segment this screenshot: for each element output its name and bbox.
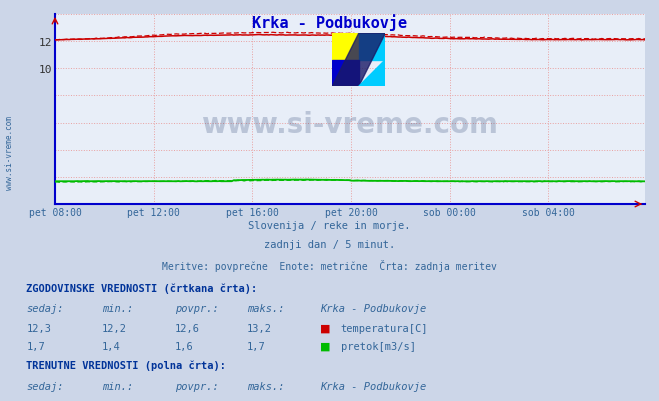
Text: 12,2: 12,2 xyxy=(102,323,127,333)
Text: zadnji dan / 5 minut.: zadnji dan / 5 minut. xyxy=(264,240,395,250)
Bar xyxy=(359,34,386,61)
Text: 12,3: 12,3 xyxy=(26,323,51,333)
Text: 1,6: 1,6 xyxy=(175,341,193,351)
Text: min.:: min.: xyxy=(102,304,133,314)
Text: povpr.:: povpr.: xyxy=(175,304,218,314)
Text: pretok[m3/s]: pretok[m3/s] xyxy=(341,341,416,351)
Text: 1,4: 1,4 xyxy=(102,341,121,351)
Text: Meritve: povprečne  Enote: metrične  Črta: zadnja meritev: Meritve: povprečne Enote: metrične Črta:… xyxy=(162,259,497,271)
Text: 12,6: 12,6 xyxy=(175,400,200,401)
Text: www.si-vreme.com: www.si-vreme.com xyxy=(202,111,498,139)
Text: www.si-vreme.com: www.si-vreme.com xyxy=(5,115,14,189)
Text: ZGODOVINSKE VREDNOSTI (črtkana črta):: ZGODOVINSKE VREDNOSTI (črtkana črta): xyxy=(26,283,258,293)
Text: Krka - Podbukovje: Krka - Podbukovje xyxy=(252,14,407,31)
Text: 12,2: 12,2 xyxy=(102,400,127,401)
Text: ■: ■ xyxy=(320,323,330,333)
Text: temperatura[C]: temperatura[C] xyxy=(341,400,428,401)
Text: sedaj:: sedaj: xyxy=(26,304,64,314)
Text: povpr.:: povpr.: xyxy=(175,381,218,391)
Bar xyxy=(332,61,359,87)
Text: ■: ■ xyxy=(320,341,330,351)
Text: maks.:: maks.: xyxy=(247,381,285,391)
Text: 12,6: 12,6 xyxy=(175,323,200,333)
Text: min.:: min.: xyxy=(102,381,133,391)
Text: 13,2: 13,2 xyxy=(247,323,272,333)
Text: 12,3: 12,3 xyxy=(26,400,51,401)
Text: 13,0: 13,0 xyxy=(247,400,272,401)
Text: 1,7: 1,7 xyxy=(26,341,45,351)
Text: sedaj:: sedaj: xyxy=(26,381,64,391)
Polygon shape xyxy=(332,34,386,87)
Text: maks.:: maks.: xyxy=(247,304,285,314)
Text: ■: ■ xyxy=(320,400,330,401)
Bar xyxy=(332,34,359,61)
Text: 1,7: 1,7 xyxy=(247,341,266,351)
Text: Krka - Podbukovje: Krka - Podbukovje xyxy=(320,304,426,314)
Text: TRENUTNE VREDNOSTI (polna črta):: TRENUTNE VREDNOSTI (polna črta): xyxy=(26,360,226,371)
Polygon shape xyxy=(359,61,386,87)
Text: temperatura[C]: temperatura[C] xyxy=(341,323,428,333)
Text: Slovenija / reke in morje.: Slovenija / reke in morje. xyxy=(248,221,411,231)
Text: Krka - Podbukovje: Krka - Podbukovje xyxy=(320,381,426,391)
